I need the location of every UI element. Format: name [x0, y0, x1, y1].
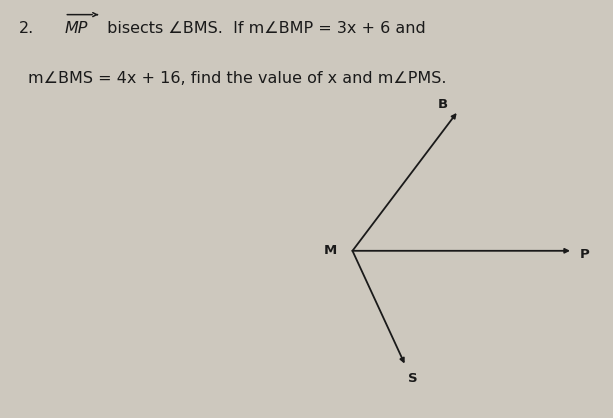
Text: 2.: 2.	[18, 21, 34, 36]
Text: m∠BMS = 4x + 16, find the value of x and m∠PMS.: m∠BMS = 4x + 16, find the value of x and…	[28, 71, 446, 86]
Text: MP: MP	[64, 21, 88, 36]
Text: bisects ∠BMS.  If m∠BMP = 3x + 6 and: bisects ∠BMS. If m∠BMP = 3x + 6 and	[102, 21, 426, 36]
Text: M: M	[324, 244, 337, 257]
Text: B: B	[437, 98, 447, 111]
Text: S: S	[408, 372, 417, 385]
Text: P: P	[579, 248, 589, 262]
